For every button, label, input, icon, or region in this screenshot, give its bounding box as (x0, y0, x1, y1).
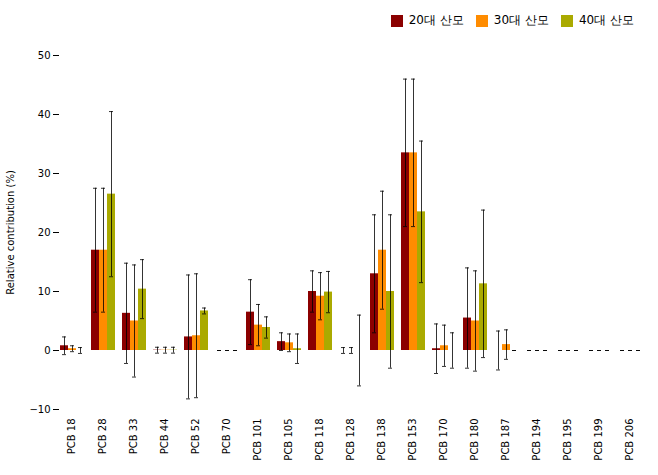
svg-text:PCB 18: PCB 18 (66, 419, 77, 455)
svg-text:PCB 199: PCB 199 (593, 419, 604, 461)
svg-text:PCB 170: PCB 170 (438, 419, 449, 461)
svg-text:PCB 33: PCB 33 (128, 419, 139, 455)
svg-text:PCB 187: PCB 187 (500, 419, 511, 461)
html-text:30대 산모: 30대 산모 (493, 13, 549, 27)
svg-text:30: 30 (38, 168, 51, 179)
svg-text:PCB 28: PCB 28 (97, 419, 108, 455)
svg-text:PCB 128: PCB 128 (345, 419, 356, 461)
svg-text:0: 0 (44, 345, 50, 356)
svg-text:PCB 153: PCB 153 (407, 419, 418, 461)
html-text:20대 산모: 20대 산모 (408, 13, 464, 27)
svg-text:40: 40 (38, 109, 51, 120)
svg-text:PCB 44: PCB 44 (159, 419, 170, 455)
svg-text:PCB 206: PCB 206 (624, 419, 635, 461)
svg-text:Relative contribution (%): Relative contribution (%) (5, 170, 16, 295)
svg-text:PCB 105: PCB 105 (283, 419, 294, 461)
svg-text:50: 50 (38, 50, 51, 61)
svg-text:PCB 180: PCB 180 (469, 419, 480, 461)
html-text:40대 산모: 40대 산모 (578, 13, 634, 27)
svg-text:−10: −10 (29, 404, 50, 415)
svg-text:PCB 118: PCB 118 (314, 419, 325, 461)
svg-text:PCB 101: PCB 101 (252, 419, 263, 461)
svg-text:PCB 194: PCB 194 (531, 419, 542, 461)
svg-text:PCB 52: PCB 52 (190, 419, 201, 455)
svg-text:PCB 138: PCB 138 (376, 419, 387, 461)
svg-text:PCB 70: PCB 70 (221, 419, 232, 455)
svg-text:10: 10 (38, 286, 51, 297)
svg-text:20: 20 (38, 227, 51, 238)
svg-text:PCB 195: PCB 195 (562, 419, 573, 461)
